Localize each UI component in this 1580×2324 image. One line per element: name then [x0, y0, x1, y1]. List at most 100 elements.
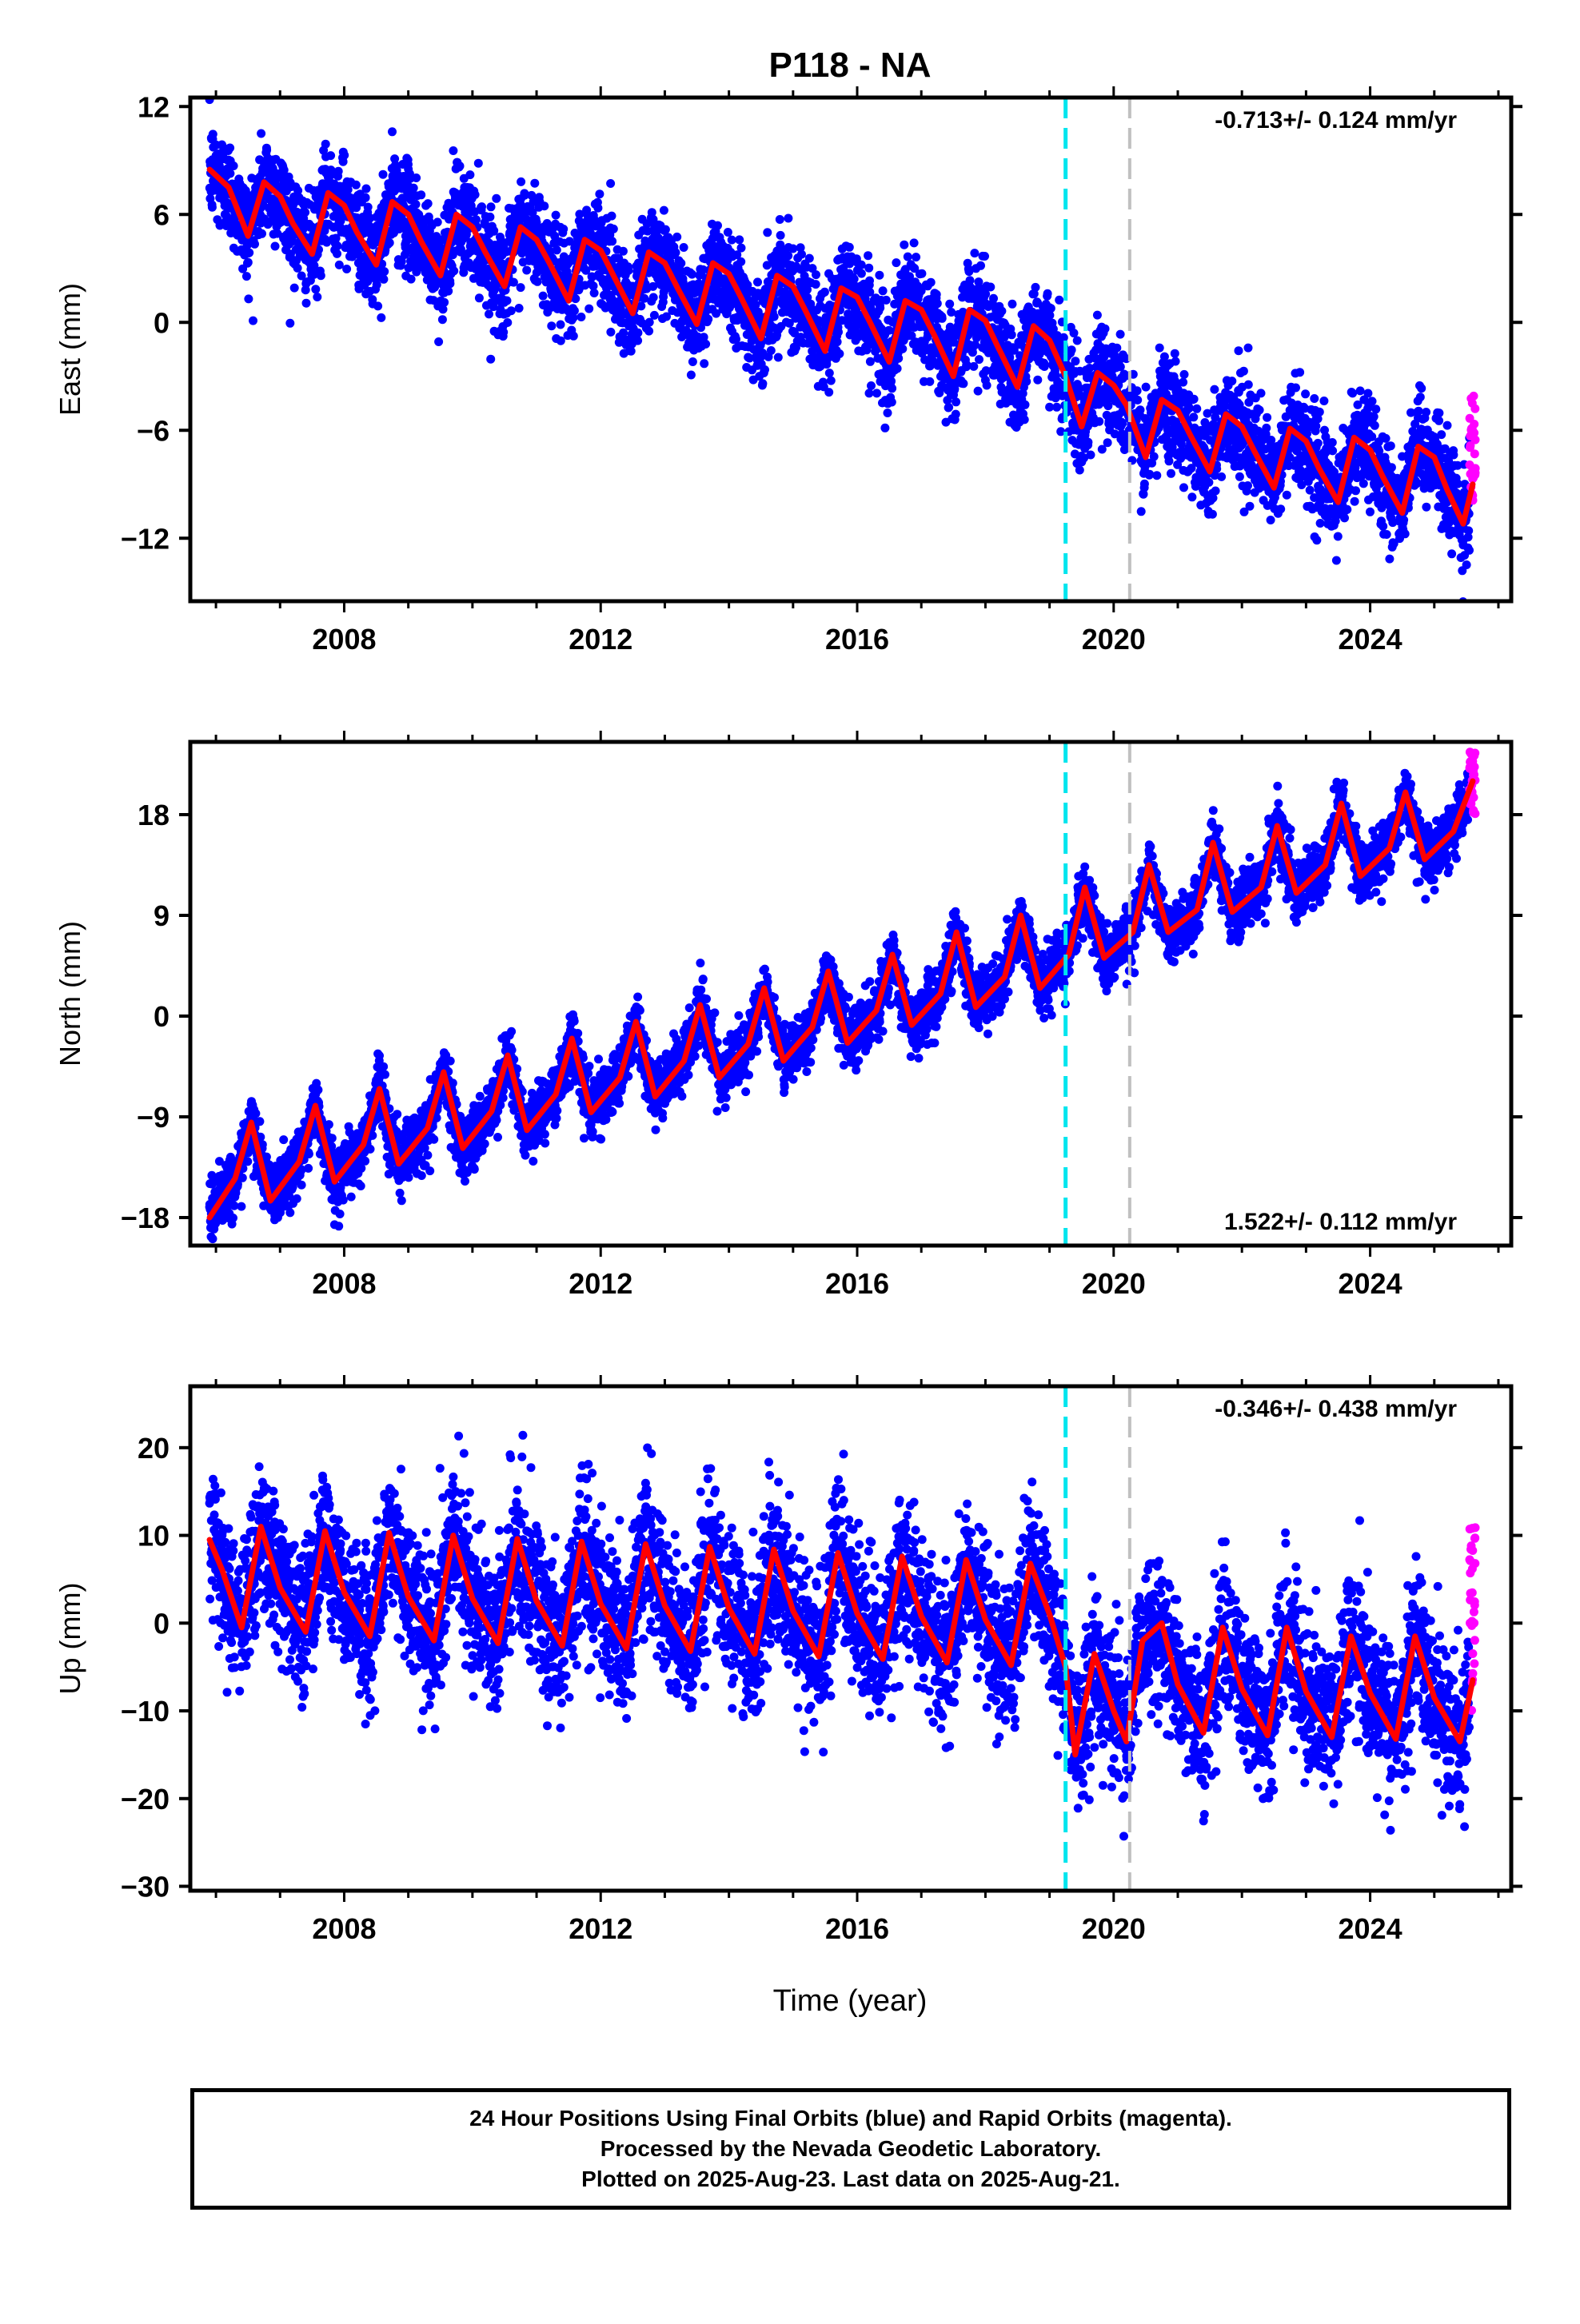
data-point: [1295, 368, 1304, 377]
data-point: [361, 193, 370, 202]
data-point: [1093, 311, 1102, 320]
data-point: [649, 293, 658, 302]
data-point: [515, 304, 524, 313]
data-point: [609, 225, 618, 233]
data-point: [1314, 439, 1323, 448]
data-point: [660, 206, 668, 215]
data-point: [1276, 504, 1285, 513]
data-point: [570, 306, 579, 315]
data-point: [407, 275, 416, 284]
data-point: [1267, 436, 1275, 444]
data-point: [1118, 420, 1127, 429]
data-point: [650, 311, 659, 320]
data-point: [385, 238, 394, 247]
data-point: [876, 304, 884, 313]
data-point: [301, 208, 309, 217]
data-point: [503, 318, 512, 327]
data-point: [893, 365, 902, 373]
data-point: [342, 265, 351, 273]
data-point: [290, 284, 299, 293]
data-point: [559, 225, 568, 233]
data-point: [608, 237, 616, 245]
data-point: [412, 173, 421, 182]
data-point: [1310, 394, 1319, 403]
data-point: [758, 379, 767, 388]
data-point: [225, 144, 234, 153]
data-point: [1257, 389, 1266, 397]
data-point: [417, 190, 425, 199]
data-point: [434, 337, 443, 346]
data-point: [969, 362, 978, 371]
data-point: [1150, 452, 1159, 461]
data-point: [676, 259, 685, 268]
data-point: [879, 286, 888, 295]
data-point: [672, 248, 680, 257]
data-point: [1306, 486, 1315, 495]
data-point: [1263, 413, 1271, 422]
data-point: [952, 397, 960, 406]
data-point: [507, 306, 516, 315]
data-point: [1073, 337, 1082, 345]
data-point: [1075, 466, 1084, 475]
data-point: [1239, 367, 1248, 376]
data-point: [1167, 469, 1175, 478]
data-point: [1071, 357, 1079, 365]
data-point: [1055, 296, 1063, 305]
data-point: [1235, 472, 1244, 481]
data-point: [760, 365, 769, 374]
data-point: [1165, 456, 1174, 465]
data-point: [770, 313, 779, 321]
data-point: [688, 357, 697, 366]
data-point: [1246, 502, 1255, 511]
data-point: [882, 296, 891, 305]
data-point: [209, 130, 217, 138]
data-point: [952, 410, 960, 419]
data-point: [1235, 346, 1243, 355]
data-point: [412, 200, 421, 209]
data-point: [1136, 405, 1145, 414]
data-point: [865, 277, 874, 285]
data-point: [333, 241, 342, 250]
data-point: [379, 170, 388, 179]
data-point: [492, 194, 501, 203]
data-point: [477, 202, 486, 211]
data-point: [661, 225, 670, 234]
data-point: [1087, 451, 1095, 460]
data-point: [1291, 384, 1300, 393]
data-point: [866, 357, 875, 366]
data-point: [533, 277, 542, 286]
data-point: [1067, 345, 1076, 354]
data-point: [1210, 385, 1219, 394]
data-point: [302, 299, 311, 308]
chart-title: P118 - NA: [769, 46, 932, 85]
data-point: [335, 261, 344, 269]
data-point: [606, 179, 615, 188]
data-point: [805, 254, 814, 263]
data-point: [449, 266, 458, 275]
data-point: [311, 285, 320, 293]
data-point: [456, 161, 465, 170]
data-point: [736, 257, 745, 266]
data-point: [900, 241, 908, 249]
data-point: [472, 215, 481, 224]
data-point: [1255, 405, 1264, 414]
data-point: [585, 305, 593, 313]
data-point: [1180, 370, 1189, 379]
data-point: [380, 267, 389, 276]
data-point: [244, 258, 253, 267]
data-point: [970, 249, 979, 257]
data-point: [1208, 510, 1217, 519]
data-point: [1152, 471, 1161, 480]
data-point: [474, 159, 483, 168]
data-point: [633, 337, 642, 345]
data-point: [590, 289, 599, 297]
data-point: [864, 251, 872, 260]
data-point: [444, 287, 453, 296]
data-point: [624, 266, 633, 275]
data-point: [1244, 381, 1253, 389]
data-point: [486, 355, 495, 364]
data-point: [872, 389, 881, 397]
data-point: [1160, 353, 1169, 361]
